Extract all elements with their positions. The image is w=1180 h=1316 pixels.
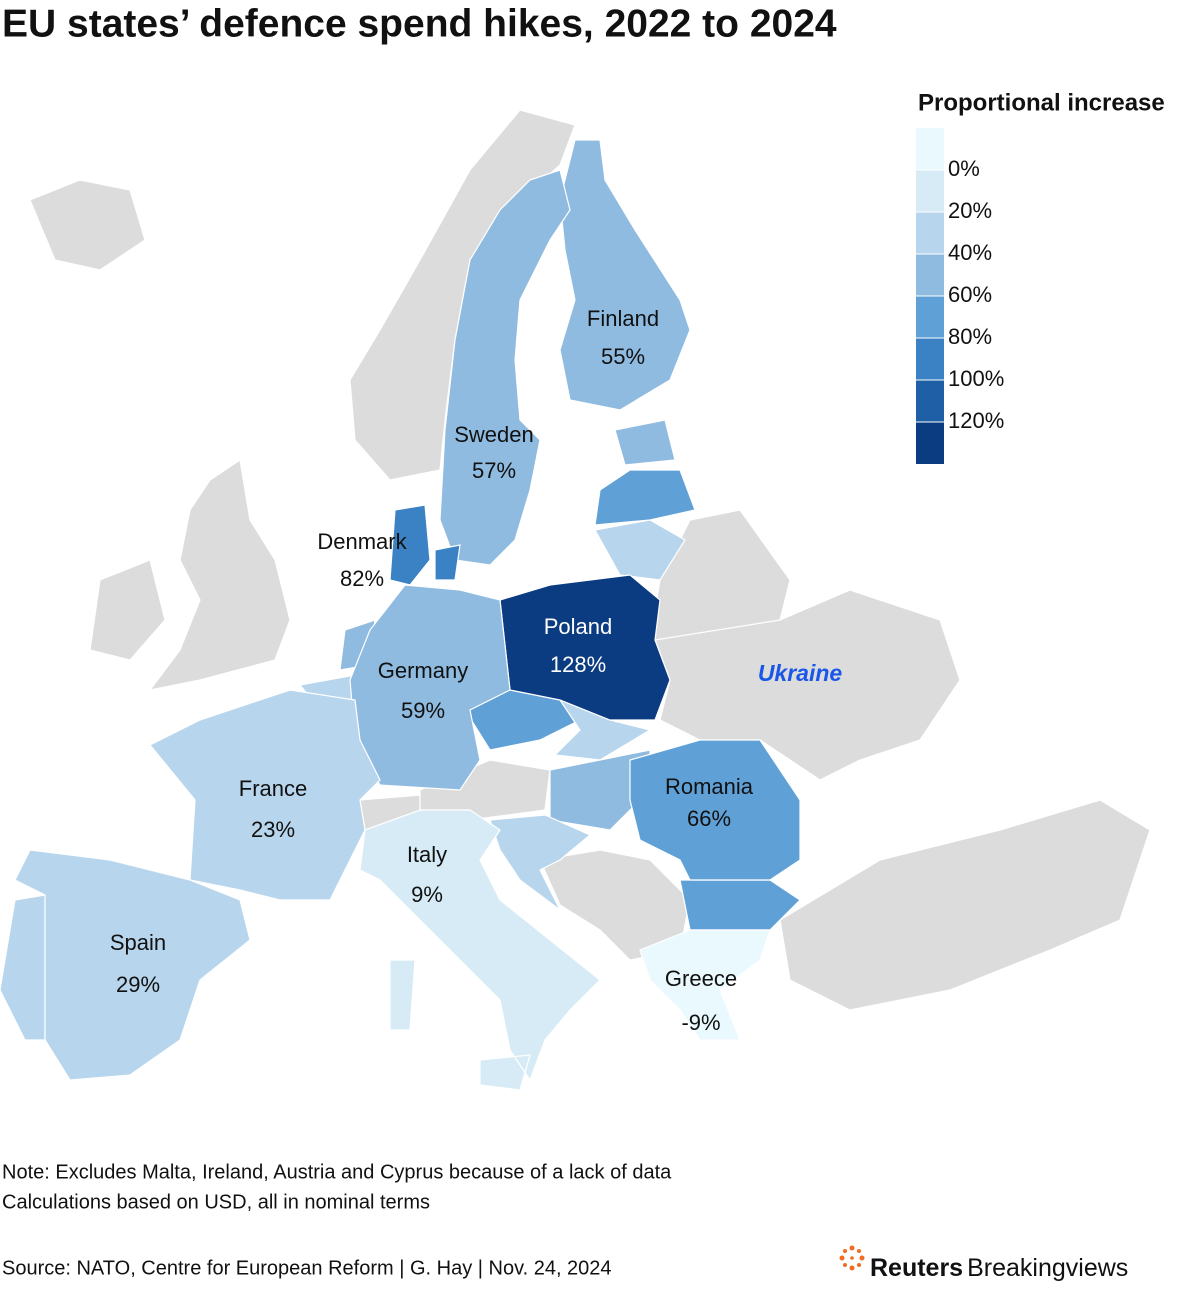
country-name: Spain (110, 930, 166, 955)
title: EU states’ defence spend hikes, 2022 to … (2, 2, 837, 45)
belarus (649, 509, 791, 641)
country-value: 9% (411, 882, 443, 907)
country (389, 504, 461, 586)
country-value: 66% (687, 806, 731, 831)
ireland (89, 559, 166, 661)
country (349, 584, 511, 791)
iceland (29, 179, 146, 271)
turkey (779, 799, 1151, 1011)
brand-regular: Breakingviews (967, 1254, 1128, 1282)
legend-label: 60% (948, 282, 992, 307)
legend-swatch (916, 170, 944, 212)
legend-title: Proportional increase (918, 89, 1165, 116)
legend-swatch (916, 128, 944, 170)
uk (148, 458, 291, 691)
legend-swatch (916, 338, 944, 380)
legend-swatch (916, 254, 944, 296)
estonia (614, 419, 676, 466)
note: Note: Excludes Malta, Ireland, Austria a… (2, 1161, 672, 1183)
country-name: France (239, 776, 307, 801)
legend-label: 100% (948, 366, 1004, 391)
note: Calculations based on USD, all in nomina… (2, 1191, 430, 1213)
legend: 0% 20% 40% 60% 80% 100% 120% (916, 128, 1004, 464)
country (559, 139, 691, 411)
latvia (594, 469, 696, 526)
brand: Reuters Breakingviews (870, 1254, 1128, 1282)
country-value: 59% (401, 698, 445, 723)
legend-label: 120% (948, 408, 1004, 433)
country-value: 55% (601, 344, 645, 369)
croatia (489, 814, 592, 911)
ukraine (654, 589, 961, 781)
legend-swatch (916, 296, 944, 338)
brand-logo (839, 1245, 865, 1271)
legend-swatch (916, 212, 944, 254)
legend-swatch (916, 422, 944, 464)
portugal (0, 894, 46, 1041)
country-value: 128% (550, 652, 606, 677)
country (639, 929, 771, 1041)
country (359, 809, 601, 1091)
country (629, 739, 801, 881)
country-value: 29% (116, 972, 160, 997)
country (149, 689, 381, 901)
legend-label: 80% (948, 324, 992, 349)
annotation: Ukraine (758, 660, 843, 686)
country-value: 57% (472, 458, 516, 483)
country-value: -9% (681, 1010, 720, 1035)
brand-bold: Reuters (870, 1254, 963, 1282)
country-name: Germany (378, 658, 468, 683)
country (14, 849, 251, 1081)
legend-swatch (916, 380, 944, 422)
country-name: Romania (665, 774, 754, 799)
country-name: Poland (544, 614, 613, 639)
country-name: Denmark (317, 529, 407, 554)
country (439, 169, 571, 566)
country-value: 82% (340, 566, 384, 591)
legend-label: 0% (948, 156, 980, 181)
source: Source: NATO, Centre for European Reform… (2, 1257, 612, 1279)
legend-label: 40% (948, 240, 992, 265)
country-name: Greece (665, 966, 737, 991)
country-name: Finland (587, 306, 659, 331)
country (499, 574, 671, 721)
country-name: Sweden (454, 422, 534, 447)
country-name: Italy (407, 842, 447, 867)
regions: Finland 55% Sweden 57% Denmark 82% Poland 128% G… (14, 139, 801, 1091)
country-value: 23% (251, 817, 295, 842)
lithuania (594, 519, 686, 581)
legend-label: 20% (948, 198, 992, 223)
